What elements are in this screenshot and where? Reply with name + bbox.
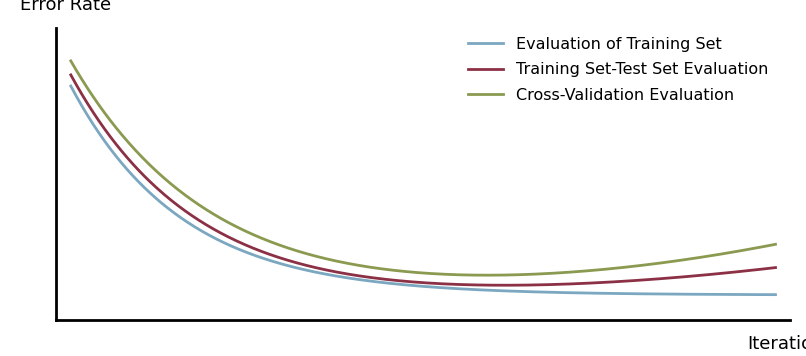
Legend: Evaluation of Training Set, Training Set-Test Set Evaluation, Cross-Validation E: Evaluation of Training Set, Training Set… — [462, 31, 775, 109]
Y-axis label: Error Rate: Error Rate — [20, 0, 111, 14]
X-axis label: Iterations: Iterations — [747, 335, 806, 353]
